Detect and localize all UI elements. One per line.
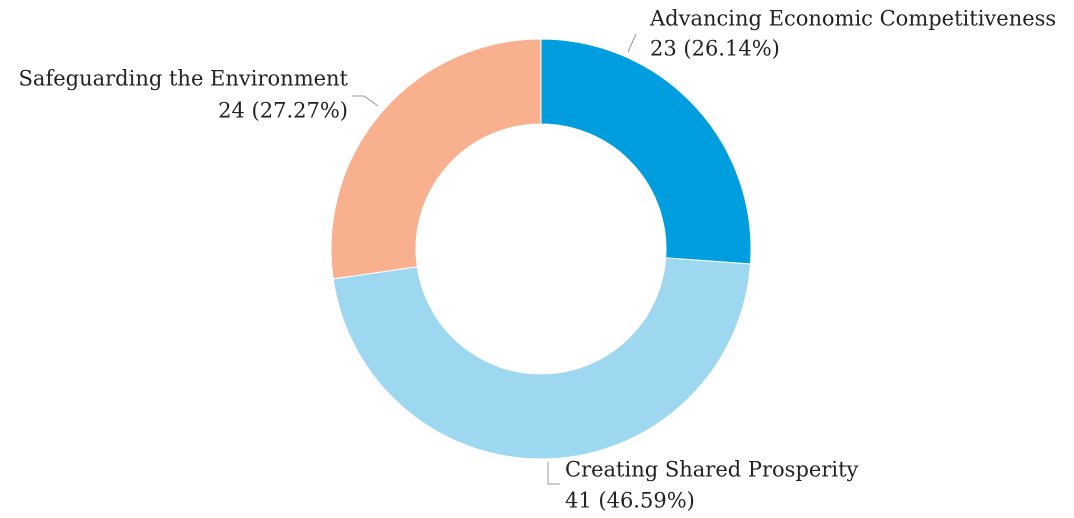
slice-label: Creating Shared Prosperity	[565, 458, 859, 482]
leader-line	[547, 462, 560, 485]
slice	[330, 38, 542, 280]
slice-value-label: 41 (46.59%)	[565, 489, 695, 513]
slice	[540, 38, 752, 265]
slice-value-label: 23 (26.14%)	[650, 37, 780, 61]
slice	[332, 257, 752, 460]
leader-line	[352, 95, 379, 107]
slice-label: Safeguarding the Environment	[19, 67, 349, 91]
slice-label: Advancing Economic Competitiveness	[649, 7, 1056, 31]
slice-value-label: 24 (27.27%)	[218, 99, 348, 123]
leader-line	[627, 33, 637, 53]
